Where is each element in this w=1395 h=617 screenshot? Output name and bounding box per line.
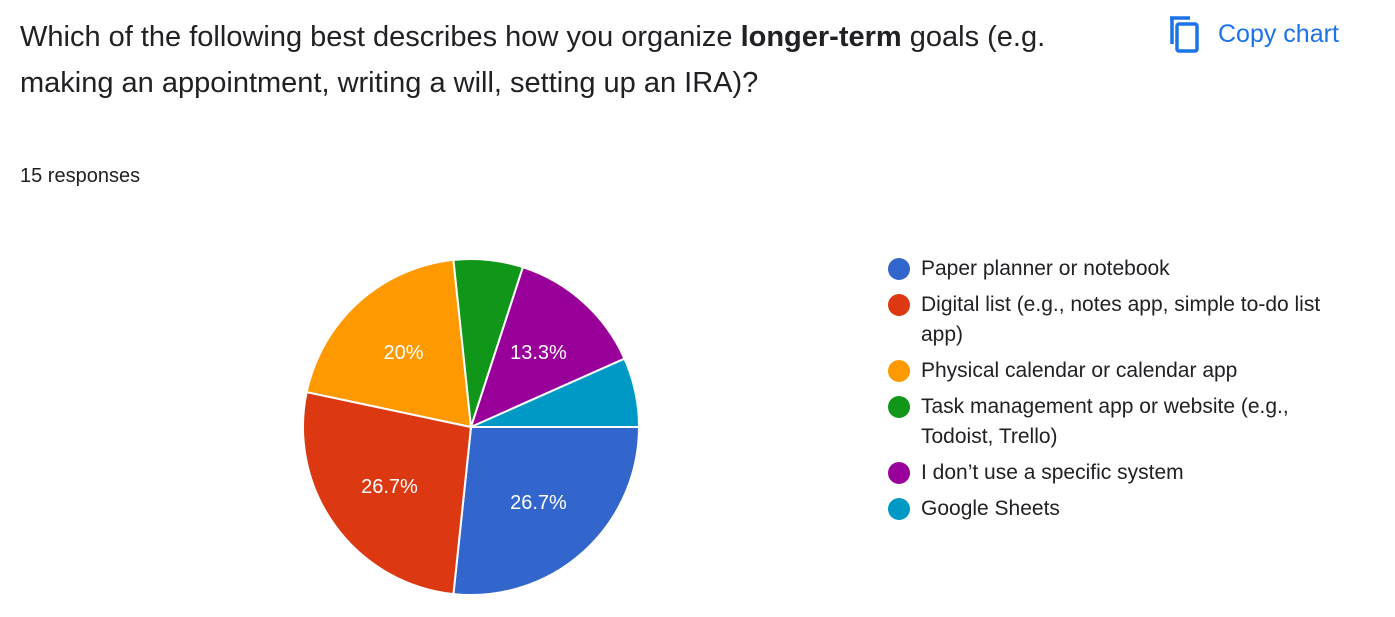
slice-data-label-1: 26.7% [510,492,567,514]
slice-data-label-2: 26.7% [361,476,418,498]
question-text-prefix: Which of the following best describes ho… [20,21,741,53]
legend-item: Google Sheets [888,494,1358,524]
pie-slice-2 [302,390,473,596]
pie-slice-3 [305,258,473,429]
legend-label: I don’t use a specific system [921,461,1184,484]
legend-swatch [888,294,910,316]
legend-item: I don’t use a specific system [888,458,1358,488]
slice-data-label-3: 20% [384,342,424,364]
legend-item: Physical calendar or calendar app [888,356,1358,386]
legend-swatch [888,462,910,484]
question-title: Which of the following best describes ho… [20,14,1140,106]
pie-slice-5 [469,265,626,429]
copy-chart-label: Copy chart [1218,19,1339,48]
pie-slice-1 [452,426,641,596]
legend-label: Task management app or website (e.g., To… [921,395,1289,448]
chart-legend: Paper planner or notebook Digital list (e… [888,254,1358,530]
slice-data-label-5: 13.3% [510,342,567,364]
question-text-emphasis: longer-term [740,21,902,53]
legend-label: Digital list (e.g., notes app, simple to… [921,293,1321,346]
responses-count: 15 responses [20,165,141,187]
legend-label: Paper planner or notebook [921,257,1170,280]
legend-item: Paper planner or notebook [888,254,1358,284]
legend-item: Task management app or website (e.g., To… [888,392,1358,452]
copy-icon [1170,16,1199,53]
legend-swatch [888,498,910,520]
legend-item: Digital list (e.g., notes app, simple to… [888,290,1358,350]
legend-swatch [888,258,910,280]
legend-label: Physical calendar or calendar app [921,359,1238,382]
copy-chart-button[interactable]: Copy chart [1166,14,1339,54]
question-text-suffix: goals (e.g. making an appointment, writi… [20,21,1046,99]
legend-swatch [888,396,910,418]
pie-slice-6 [470,357,641,428]
legend-swatch [888,360,910,382]
legend-label: Google Sheets [921,497,1060,520]
